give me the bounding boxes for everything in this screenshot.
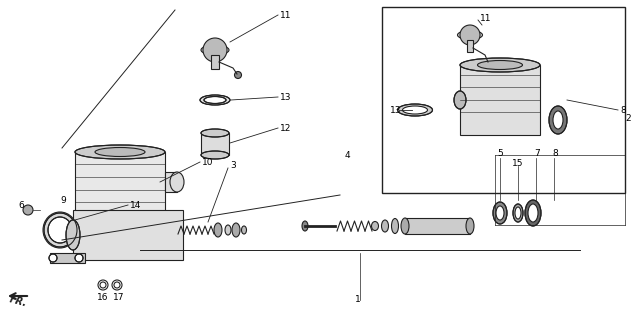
Circle shape xyxy=(23,205,33,215)
Ellipse shape xyxy=(241,226,246,234)
Ellipse shape xyxy=(515,207,521,219)
Bar xyxy=(73,210,183,260)
Text: 12: 12 xyxy=(280,124,291,132)
Ellipse shape xyxy=(75,254,83,262)
Bar xyxy=(165,172,177,192)
Ellipse shape xyxy=(302,221,308,231)
Text: 10: 10 xyxy=(202,157,214,166)
Ellipse shape xyxy=(398,104,432,116)
Ellipse shape xyxy=(201,129,229,137)
Bar xyxy=(75,152,165,214)
Bar xyxy=(467,40,473,52)
Ellipse shape xyxy=(466,218,474,234)
Bar xyxy=(460,65,540,135)
Text: 14: 14 xyxy=(130,201,142,210)
Ellipse shape xyxy=(201,45,229,55)
Ellipse shape xyxy=(170,172,184,192)
Text: 13: 13 xyxy=(280,92,291,101)
Ellipse shape xyxy=(372,221,379,230)
Ellipse shape xyxy=(454,91,466,109)
Text: 13: 13 xyxy=(390,106,401,115)
Circle shape xyxy=(460,25,480,45)
Ellipse shape xyxy=(401,218,409,234)
Text: 11: 11 xyxy=(480,13,492,22)
Ellipse shape xyxy=(493,202,507,224)
Ellipse shape xyxy=(75,145,165,159)
Ellipse shape xyxy=(553,111,563,129)
Ellipse shape xyxy=(391,219,399,234)
Ellipse shape xyxy=(513,204,523,222)
Ellipse shape xyxy=(549,106,567,134)
Text: 16: 16 xyxy=(97,293,109,302)
Ellipse shape xyxy=(225,225,231,235)
Ellipse shape xyxy=(95,148,145,156)
Bar xyxy=(50,253,85,263)
Ellipse shape xyxy=(48,217,72,243)
Ellipse shape xyxy=(460,58,540,72)
Circle shape xyxy=(98,280,108,290)
Ellipse shape xyxy=(403,106,427,114)
Ellipse shape xyxy=(204,97,226,103)
Text: 3: 3 xyxy=(230,161,236,170)
Text: 8: 8 xyxy=(620,106,626,115)
Ellipse shape xyxy=(49,254,57,262)
Ellipse shape xyxy=(496,206,504,220)
Circle shape xyxy=(203,38,227,62)
Ellipse shape xyxy=(66,220,80,250)
Text: 4: 4 xyxy=(345,150,351,159)
Ellipse shape xyxy=(44,213,76,247)
Text: 15: 15 xyxy=(512,158,523,167)
Text: FR.: FR. xyxy=(8,295,28,309)
Text: 2: 2 xyxy=(625,114,631,123)
Text: 17: 17 xyxy=(113,293,125,302)
Ellipse shape xyxy=(458,30,482,39)
Bar xyxy=(382,7,625,193)
Ellipse shape xyxy=(528,204,538,222)
Text: 5: 5 xyxy=(497,148,502,157)
Ellipse shape xyxy=(232,223,240,237)
Text: 1: 1 xyxy=(355,295,361,305)
Ellipse shape xyxy=(214,223,222,237)
Circle shape xyxy=(486,60,492,66)
Bar xyxy=(405,218,470,234)
Text: 8: 8 xyxy=(552,148,558,157)
Bar xyxy=(201,133,229,155)
Circle shape xyxy=(112,280,122,290)
Text: 6: 6 xyxy=(18,201,24,210)
Text: 9: 9 xyxy=(60,196,66,204)
Text: 7: 7 xyxy=(534,148,540,157)
Ellipse shape xyxy=(200,95,230,105)
Ellipse shape xyxy=(478,60,523,69)
Bar xyxy=(211,55,219,69)
Ellipse shape xyxy=(382,220,389,232)
Ellipse shape xyxy=(525,200,541,226)
Circle shape xyxy=(234,71,241,78)
Ellipse shape xyxy=(201,151,229,159)
Text: 11: 11 xyxy=(280,11,291,20)
